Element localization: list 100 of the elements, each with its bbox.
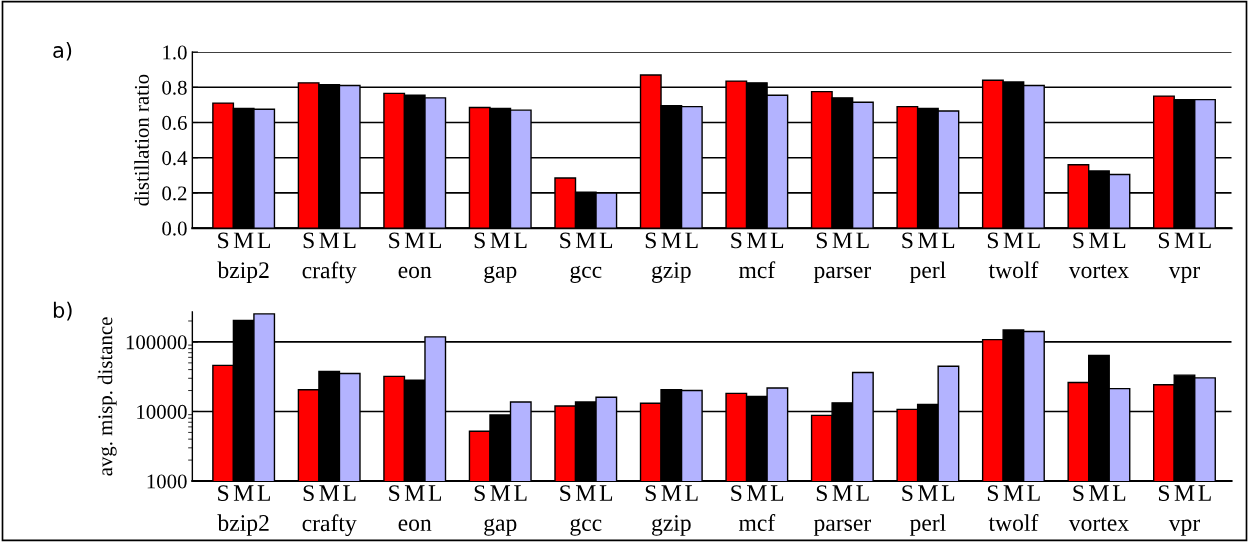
x-tick-label: gcc	[570, 518, 602, 536]
series-label: L	[257, 232, 270, 249]
text: M	[747, 232, 767, 249]
text: M	[319, 232, 339, 249]
text: M	[319, 485, 339, 501]
x-tick-label: vortex	[1068, 264, 1129, 279]
text: S	[902, 485, 913, 502]
text: L	[428, 232, 442, 249]
text: L	[1198, 232, 1211, 249]
text: M	[404, 485, 425, 501]
y-tick-label: 0.8	[162, 80, 187, 95]
x-tick-label: mcf	[738, 514, 776, 531]
series-label: M	[747, 485, 767, 501]
text: L	[1112, 485, 1126, 501]
x-tick-label: vpr	[1168, 266, 1200, 283]
text: S	[560, 485, 571, 502]
text: M	[918, 485, 938, 501]
y-tick-label: 1000	[147, 474, 187, 489]
text: L	[343, 485, 356, 501]
text: S	[1073, 232, 1084, 249]
x-tick-label: gap	[484, 518, 517, 536]
text: L	[770, 485, 784, 501]
text: M	[1003, 232, 1024, 249]
text: L	[856, 232, 869, 249]
y-axis-title: distillation ratio	[134, 74, 149, 206]
x-tick-label: gzip	[651, 515, 691, 536]
text: M	[918, 232, 938, 249]
series-label: S	[218, 232, 229, 249]
y-tick-label: 10000	[137, 404, 187, 419]
text: S	[560, 232, 571, 249]
text: S	[1158, 485, 1170, 502]
x-tick-label: crafty	[302, 514, 357, 537]
text: M	[404, 232, 425, 249]
x-tick-label: twolf	[988, 514, 1039, 531]
x-tick-label: crafty	[302, 261, 357, 284]
text: S	[731, 485, 742, 502]
text: S	[731, 232, 742, 249]
text: S	[218, 485, 229, 502]
x-tick-label: vpr	[1168, 519, 1200, 536]
chart-title: a)	[53, 41, 72, 61]
text: M	[1174, 232, 1195, 249]
text: L	[514, 232, 527, 249]
text: S	[389, 232, 400, 249]
text: M	[661, 232, 682, 249]
text: S	[474, 485, 485, 502]
x-tick-label: perl	[909, 514, 946, 536]
y-tick-label: 1.0	[163, 45, 187, 60]
text: L	[599, 232, 613, 249]
x-tick-label: twolf	[988, 261, 1039, 279]
text: S	[303, 485, 314, 502]
y-tick-label: 0.2	[162, 186, 187, 201]
text: S	[303, 232, 314, 249]
text: M	[575, 485, 596, 501]
text: M	[490, 485, 511, 501]
series-label: M	[233, 232, 254, 249]
x-tick-label: gcc	[570, 265, 602, 283]
x-tick-label: bzip2	[217, 514, 269, 536]
text: S	[902, 232, 913, 249]
text: S	[474, 232, 485, 249]
text: S	[1158, 232, 1170, 249]
text: L	[1198, 485, 1211, 501]
text: M	[1003, 485, 1024, 501]
text: L	[856, 485, 869, 501]
text: S	[645, 232, 656, 249]
x-tick-label: gzip	[651, 262, 691, 283]
text: L	[257, 485, 270, 501]
text: M	[832, 485, 853, 501]
text: L	[1027, 232, 1040, 249]
x-tick-label: parser	[813, 266, 871, 283]
y-tick-label: 0.4	[162, 151, 188, 166]
x-tick-label: mcf	[738, 261, 776, 279]
x-tick-label: bzip2	[217, 261, 269, 283]
text: L	[1027, 485, 1040, 501]
text: L	[1112, 232, 1126, 249]
text: L	[941, 485, 955, 501]
x-tick-label: eon	[398, 519, 432, 531]
x-tick-label: vortex	[1068, 517, 1129, 531]
text: M	[1089, 232, 1109, 249]
x-tick-label: perl	[909, 261, 946, 283]
text: L	[343, 232, 356, 249]
series-label: S	[389, 485, 400, 502]
text: S	[816, 232, 827, 249]
text: L	[514, 485, 527, 501]
text: L	[770, 232, 784, 249]
y-tick-label: 0.6	[162, 115, 187, 131]
text: M	[233, 485, 254, 501]
y-axis-title: avg. misp. distance	[97, 317, 117, 476]
text: S	[816, 485, 827, 502]
text: S	[987, 485, 998, 502]
x-tick-label: gap	[484, 265, 517, 283]
text: M	[1174, 485, 1195, 501]
text: M	[661, 485, 682, 501]
text: M	[832, 232, 853, 249]
y-tick-label: 100000	[126, 335, 187, 350]
text: L	[685, 232, 698, 249]
chart-title: b)	[53, 301, 72, 321]
text: M	[490, 232, 511, 249]
text: S	[987, 232, 998, 249]
text: L	[599, 485, 613, 501]
y-tick-label: 0.0	[162, 221, 187, 236]
